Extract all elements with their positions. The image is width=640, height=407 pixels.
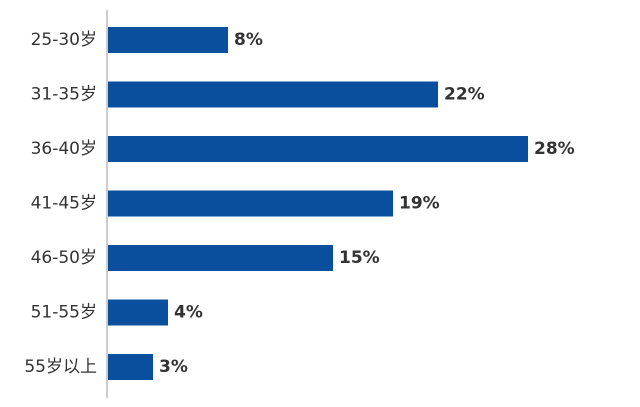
bar-5 bbox=[108, 299, 168, 326]
bar-1 bbox=[108, 81, 438, 108]
value-label-1: 22% bbox=[444, 85, 485, 105]
bar-2 bbox=[108, 136, 528, 162]
category-label-0: 25-30岁 bbox=[31, 30, 97, 50]
value-label-0: 8% bbox=[234, 30, 263, 50]
bars-group bbox=[108, 27, 528, 380]
value-label-2: 28% bbox=[534, 139, 575, 159]
value-label-5: 4% bbox=[174, 303, 203, 323]
bar-6 bbox=[108, 354, 153, 380]
value-label-3: 19% bbox=[399, 194, 440, 214]
bar-0 bbox=[108, 27, 228, 53]
value-label-6: 3% bbox=[159, 357, 188, 377]
category-label-3: 41-45岁 bbox=[31, 194, 97, 214]
category-label-2: 36-40岁 bbox=[31, 139, 97, 159]
bar-4 bbox=[108, 245, 333, 271]
category-label-1: 31-35岁 bbox=[31, 85, 97, 105]
category-labels-group: 25-30岁 31-35岁 36-40岁 41-45岁 46-50岁 51-55岁 55岁以… bbox=[24, 30, 97, 377]
value-label-4: 15% bbox=[339, 248, 380, 268]
value-labels-group: 8% 22% 28% 19% 15% 4% 3% bbox=[159, 30, 575, 377]
category-label-5: 51-55岁 bbox=[31, 303, 97, 323]
category-label-6: 55岁以上 bbox=[24, 357, 97, 377]
category-label-4: 46-50岁 bbox=[31, 248, 97, 268]
bar-3 bbox=[108, 190, 393, 217]
